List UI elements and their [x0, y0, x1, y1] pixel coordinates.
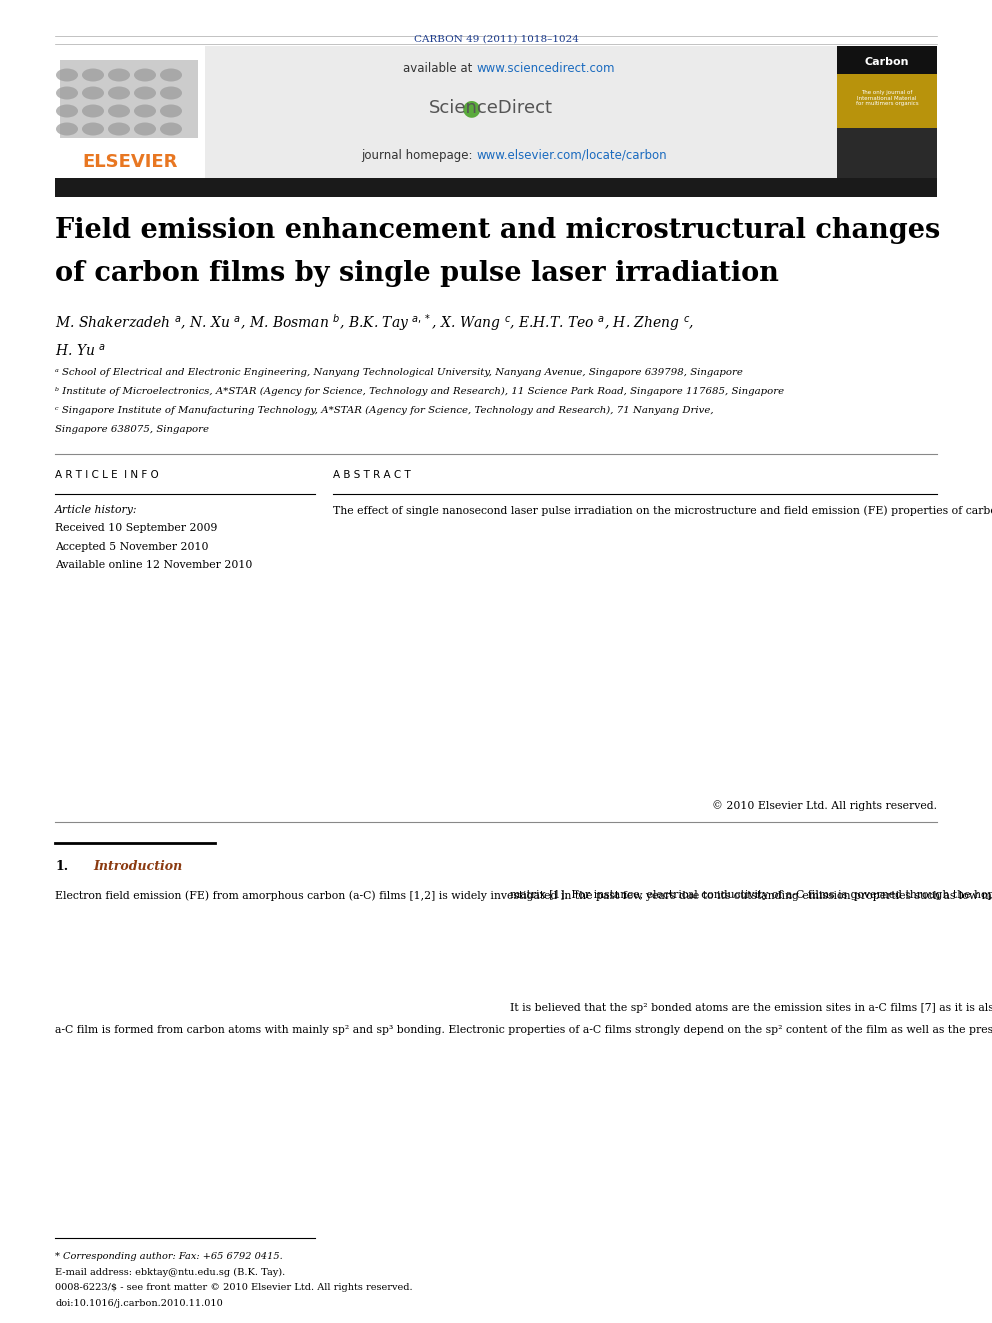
Text: Accepted 5 November 2010: Accepted 5 November 2010: [55, 542, 208, 552]
Ellipse shape: [82, 105, 104, 118]
Text: Available online 12 November 2010: Available online 12 November 2010: [55, 561, 252, 570]
Bar: [837, 46, 937, 179]
Text: The effect of single nanosecond laser pulse irradiation on the microstructure an: The effect of single nanosecond laser pu…: [333, 505, 992, 516]
Ellipse shape: [108, 69, 130, 82]
Text: E-mail address: ebktay@ntu.edu.sg (B.K. Tay).: E-mail address: ebktay@ntu.edu.sg (B.K. …: [55, 1267, 286, 1277]
Text: 1.: 1.: [55, 860, 68, 873]
Text: ᵃ School of Electrical and Electronic Engineering, Nanyang Technological Univers: ᵃ School of Electrical and Electronic En…: [55, 368, 743, 377]
Ellipse shape: [56, 69, 78, 82]
Text: Received 10 September 2009: Received 10 September 2009: [55, 524, 217, 533]
Text: A R T I C L E  I N F O: A R T I C L E I N F O: [55, 470, 159, 480]
Text: ELSEVIER: ELSEVIER: [82, 153, 178, 171]
Text: * Corresponding author: Fax: +65 6792 0415.: * Corresponding author: Fax: +65 6792 04…: [55, 1252, 283, 1261]
Text: Article history:: Article history:: [55, 505, 138, 515]
Ellipse shape: [134, 69, 156, 82]
Ellipse shape: [134, 105, 156, 118]
Ellipse shape: [134, 123, 156, 135]
Bar: [55, 46, 205, 179]
Text: doi:10.1016/j.carbon.2010.11.010: doi:10.1016/j.carbon.2010.11.010: [55, 1298, 223, 1307]
Text: © 2010 Elsevier Ltd. All rights reserved.: © 2010 Elsevier Ltd. All rights reserved…: [712, 800, 937, 811]
Text: A B S T R A C T: A B S T R A C T: [333, 470, 411, 480]
Text: a-C film is formed from carbon atoms with mainly sp² and sp³ bonding. Electronic: a-C film is formed from carbon atoms wit…: [55, 1025, 992, 1035]
Bar: [60, 60, 198, 138]
Ellipse shape: [82, 69, 104, 82]
Ellipse shape: [134, 86, 156, 99]
Text: ᵇ Institute of Microelectronics, A*STAR (Agency for Science, Technology and Rese: ᵇ Institute of Microelectronics, A*STAR …: [55, 388, 784, 396]
Text: journal homepage:: journal homepage:: [361, 148, 476, 161]
Text: CARBON 49 (2011) 1018–1024: CARBON 49 (2011) 1018–1024: [414, 34, 578, 44]
Ellipse shape: [56, 123, 78, 135]
Text: ●: ●: [461, 98, 481, 118]
Ellipse shape: [160, 69, 182, 82]
Text: ScienceDirect: ScienceDirect: [429, 99, 553, 116]
Bar: [837, 128, 937, 179]
Text: of carbon films by single pulse laser irradiation: of carbon films by single pulse laser ir…: [55, 261, 779, 287]
Text: matrix [1]. For instance, electrical conductivity of a-C films is governed throu: matrix [1]. For instance, electrical con…: [510, 890, 992, 900]
Ellipse shape: [108, 105, 130, 118]
Text: The only journal of
International Material
for multimers organics: The only journal of International Materi…: [856, 90, 919, 106]
Ellipse shape: [160, 86, 182, 99]
Bar: [55, 179, 937, 197]
Ellipse shape: [82, 86, 104, 99]
Text: H. Yu $^{a}$: H. Yu $^{a}$: [55, 343, 106, 359]
Text: M. Shakerzadeh $^{a}$, N. Xu $^{a}$, M. Bosman $^{b}$, B.K. Tay $^{a,*}$, X. Wan: M. Shakerzadeh $^{a}$, N. Xu $^{a}$, M. …: [55, 312, 694, 333]
Text: 0008-6223/$ - see front matter © 2010 Elsevier Ltd. All rights reserved.: 0008-6223/$ - see front matter © 2010 El…: [55, 1283, 413, 1293]
Text: ᶜ Singapore Institute of Manufacturing Technology, A*STAR (Agency for Science, T: ᶜ Singapore Institute of Manufacturing T…: [55, 406, 713, 415]
Text: www.elsevier.com/locate/carbon: www.elsevier.com/locate/carbon: [476, 148, 667, 161]
Bar: [55, 46, 837, 179]
Text: Introduction: Introduction: [93, 860, 183, 873]
Ellipse shape: [160, 123, 182, 135]
Ellipse shape: [82, 123, 104, 135]
Text: Electron field emission (FE) from amorphous carbon (a-C) films [1,2] is widely i: Electron field emission (FE) from amorph…: [55, 890, 992, 901]
Text: Carbon: Carbon: [865, 57, 910, 67]
Text: Field emission enhancement and microstructural changes: Field emission enhancement and microstru…: [55, 217, 940, 243]
Ellipse shape: [56, 105, 78, 118]
Ellipse shape: [108, 123, 130, 135]
Text: available at: available at: [403, 61, 476, 74]
Ellipse shape: [108, 86, 130, 99]
Text: It is believed that the sp² bonded atoms are the emission sites in a-C films [7]: It is believed that the sp² bonded atoms…: [510, 1002, 992, 1012]
Text: Singapore 638075, Singapore: Singapore 638075, Singapore: [55, 425, 209, 434]
Text: www.sciencedirect.com: www.sciencedirect.com: [476, 61, 614, 74]
Ellipse shape: [160, 105, 182, 118]
Ellipse shape: [56, 86, 78, 99]
Bar: [837, 46, 937, 74]
